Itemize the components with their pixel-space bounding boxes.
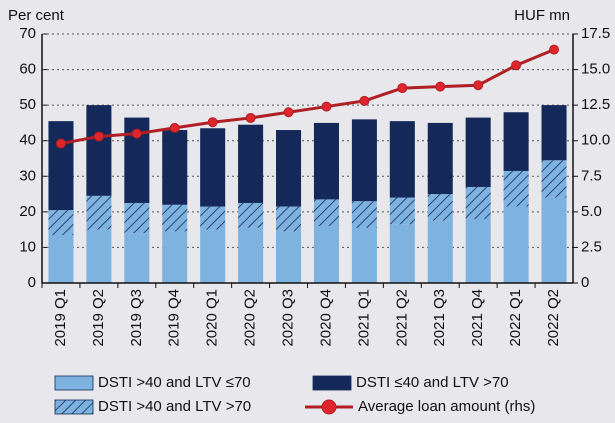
x-tick-label: 2021 Q2 bbox=[393, 289, 410, 347]
marker bbox=[359, 95, 370, 106]
bar-segment bbox=[427, 220, 453, 283]
y-axis-label: Per cent bbox=[8, 7, 65, 24]
line bbox=[60, 48, 555, 146]
marker bbox=[55, 138, 66, 149]
y2-tick-label: 2.5 bbox=[581, 238, 602, 255]
y2-tick-label: 17.5 bbox=[581, 25, 610, 42]
x-tick-label: 2019 Q2 bbox=[90, 289, 107, 347]
legend-swatch bbox=[54, 399, 94, 415]
bar-segment bbox=[124, 233, 150, 283]
bar-segment bbox=[427, 194, 453, 221]
marker bbox=[435, 81, 446, 92]
x-tick-label: 2020 Q3 bbox=[280, 289, 297, 347]
bar-segment bbox=[351, 227, 377, 283]
bar-segment bbox=[313, 199, 339, 227]
marker bbox=[207, 117, 218, 128]
y2-tick-label: 0 bbox=[581, 274, 589, 291]
bar-segment bbox=[162, 204, 188, 232]
bar-segment bbox=[351, 201, 377, 228]
marker bbox=[473, 80, 484, 91]
bar-segment bbox=[276, 130, 302, 207]
marker bbox=[93, 131, 104, 142]
bar-segment bbox=[503, 170, 529, 207]
bar-segment bbox=[389, 224, 415, 283]
marker bbox=[245, 112, 256, 123]
bar-segment bbox=[86, 195, 112, 230]
y2-tick-label: 7.5 bbox=[581, 167, 602, 184]
bar-segment bbox=[465, 186, 491, 219]
y-tick-label: 20 bbox=[19, 203, 36, 220]
bar-segment bbox=[238, 202, 264, 228]
y-tick-label: 40 bbox=[19, 132, 36, 149]
marker bbox=[549, 44, 560, 55]
bar-segment bbox=[162, 231, 188, 283]
bar-segment bbox=[503, 112, 529, 171]
legend-swatch bbox=[54, 375, 94, 391]
x-tick-label: 2020 Q4 bbox=[317, 289, 334, 347]
x-tick-label: 2021 Q1 bbox=[355, 289, 372, 347]
y-tick-label: 60 bbox=[19, 61, 36, 78]
bar-segment bbox=[465, 117, 491, 187]
x-tick-label: 2021 Q4 bbox=[469, 289, 486, 347]
x-tick-label: 2020 Q2 bbox=[242, 289, 259, 347]
bar-segment bbox=[238, 124, 264, 203]
bar-segment bbox=[276, 206, 302, 232]
bar-segment bbox=[541, 197, 567, 283]
legend-label: Average loan amount (rhs) bbox=[358, 398, 535, 415]
marker bbox=[321, 101, 332, 112]
x-tick-label: 2019 Q1 bbox=[52, 289, 69, 347]
bar-segment bbox=[313, 226, 339, 283]
legend-label: DSTI >40 and LTV ≤70 bbox=[98, 374, 251, 391]
bar-segment bbox=[276, 231, 302, 283]
bar-segment bbox=[389, 197, 415, 225]
x-tick-label: 2022 Q2 bbox=[545, 289, 562, 347]
bar-segment bbox=[48, 234, 74, 283]
bar-segment bbox=[48, 210, 74, 235]
bar-segment bbox=[124, 202, 150, 234]
bar-segment bbox=[238, 227, 264, 283]
bar-segment bbox=[200, 206, 226, 230]
bar-segment bbox=[427, 122, 453, 195]
bar-segment bbox=[86, 105, 112, 196]
y-tick-label: 0 bbox=[28, 274, 36, 291]
x-tick-label: 2019 Q3 bbox=[128, 289, 145, 347]
bar-segment bbox=[313, 122, 339, 200]
bar-segment bbox=[48, 121, 74, 211]
y2-tick-label: 5.0 bbox=[581, 203, 602, 220]
legend-label: DSTI ≤40 and LTV >70 bbox=[356, 374, 509, 391]
bar-segment bbox=[200, 229, 226, 283]
x-tick-label: 2022 Q1 bbox=[507, 289, 524, 347]
bar-segment bbox=[389, 121, 415, 198]
y-tick-label: 30 bbox=[19, 167, 36, 184]
marker bbox=[131, 128, 142, 139]
bar-segment bbox=[162, 130, 188, 205]
y-tick-label: 10 bbox=[19, 238, 36, 255]
y2-tick-label: 10.0 bbox=[581, 132, 610, 149]
legend-marker bbox=[321, 399, 337, 415]
y2-tick-label: 12.5 bbox=[581, 96, 610, 113]
marker bbox=[511, 60, 522, 71]
marker bbox=[169, 122, 180, 133]
x-tick-label: 2020 Q1 bbox=[204, 289, 221, 347]
bar-segment bbox=[465, 218, 491, 283]
bar-segment bbox=[351, 119, 377, 202]
legend-swatch bbox=[312, 375, 352, 391]
bar-segment bbox=[200, 128, 226, 207]
marker bbox=[283, 107, 294, 118]
bar-segment bbox=[503, 206, 529, 283]
x-tick-label: 2021 Q3 bbox=[431, 289, 448, 347]
marker bbox=[397, 83, 408, 94]
y-tick-label: 70 bbox=[19, 25, 36, 42]
bar-segment bbox=[541, 160, 567, 198]
legend-label: DSTI >40 and LTV >70 bbox=[98, 398, 251, 415]
x-tick-label: 2019 Q4 bbox=[166, 289, 183, 347]
bar-segment bbox=[86, 229, 112, 283]
y2-axis-label: HUF mn bbox=[514, 7, 570, 24]
y-tick-label: 50 bbox=[19, 96, 36, 113]
bar-segment bbox=[541, 105, 567, 161]
y2-tick-label: 15.0 bbox=[581, 61, 610, 78]
